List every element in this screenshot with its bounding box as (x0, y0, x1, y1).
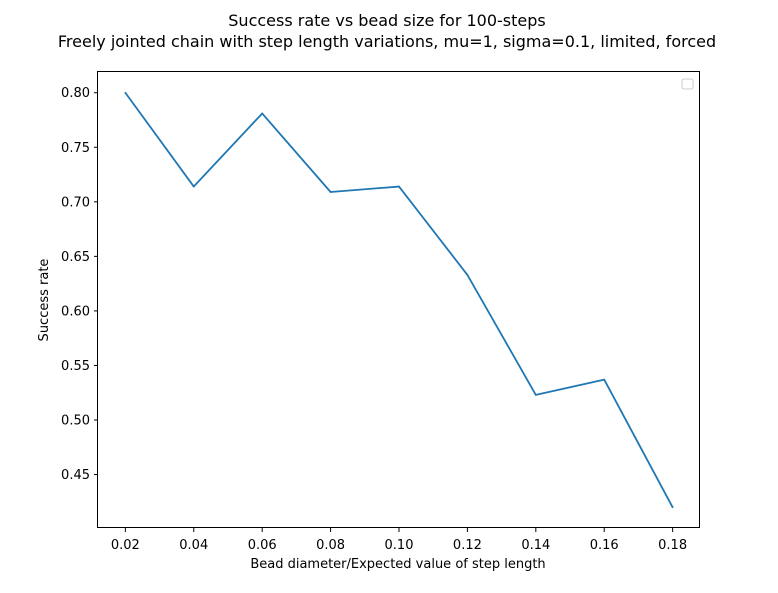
x-tick-label: 0.02 (111, 538, 140, 553)
y-tick-label: 0.55 (61, 359, 90, 374)
y-tick-label: 0.65 (61, 250, 90, 265)
y-axis-ticks: 0.45 0.50 0.55 0.60 0.65 0.70 0.75 0.80 (61, 86, 98, 483)
data-point (261, 112, 264, 115)
data-point (534, 394, 537, 396)
data-point (398, 185, 400, 188)
x-tick-label: 0.08 (316, 538, 345, 553)
legend-box (681, 78, 694, 90)
y-axis-label: Success rate (37, 259, 52, 342)
x-tick-label: 0.18 (658, 538, 687, 553)
x-tick-label: 0.14 (521, 538, 550, 553)
data-point (192, 185, 195, 188)
series-layer (124, 91, 674, 509)
data-point (603, 378, 606, 381)
y-tick-label: 0.75 (61, 141, 90, 156)
y-tick-label: 0.45 (61, 468, 90, 483)
plot-frame (97, 71, 700, 528)
chart-subtitle: Freely jointed chain with step length va… (58, 32, 716, 51)
x-axis-label: Bead diameter/Expected value of step len… (250, 557, 545, 572)
chart-title: Success rate vs bead size for 100-steps (228, 11, 545, 30)
x-tick-label: 0.16 (590, 538, 619, 553)
x-tick-label: 0.12 (453, 538, 482, 553)
data-point (671, 506, 674, 509)
x-tick-label: 0.06 (248, 538, 277, 553)
y-tick-label: 0.60 (61, 304, 90, 319)
x-tick-label: 0.04 (179, 538, 208, 553)
y-tick-label: 0.70 (61, 195, 90, 210)
data-point (466, 274, 469, 276)
data-point (329, 191, 332, 193)
x-axis-ticks: 0.02 0.04 0.06 0.08 0.10 0.12 0.14 0.16 0.18 (111, 528, 687, 553)
x-tick-label: 0.10 (385, 538, 414, 553)
data-point (124, 91, 127, 94)
y-tick-label: 0.50 (61, 414, 90, 429)
y-tick-label: 0.80 (61, 86, 90, 101)
series-line (124, 92, 674, 508)
